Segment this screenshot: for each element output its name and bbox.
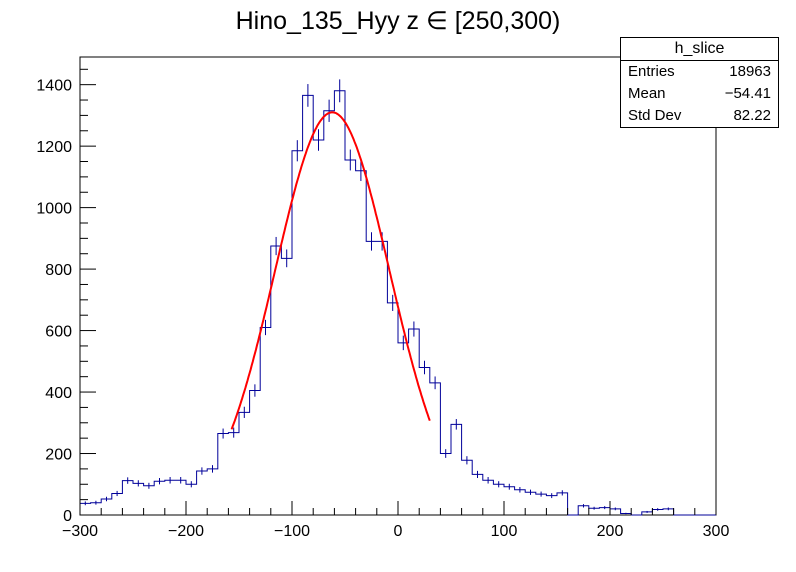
x-tick-label: 100 [491, 523, 518, 540]
x-tick-label: 0 [394, 523, 403, 540]
y-tick-label: 600 [45, 324, 72, 341]
y-tick-label: 1400 [36, 78, 72, 95]
stats-box-title: h_slice [621, 38, 778, 61]
y-tick-label: 400 [45, 385, 72, 402]
stats-box: h_slice Entries 18963 Mean −54.41 Std De… [620, 37, 779, 128]
x-tick-label: −200 [168, 523, 204, 540]
x-tick-label: 300 [703, 523, 730, 540]
y-tick-label: 1000 [36, 201, 72, 218]
stats-label: Mean [628, 85, 666, 102]
stats-value: −54.41 [724, 85, 771, 102]
error-bars [84, 79, 669, 515]
x-axis: −300 −200 −100 0 100 200 300 [62, 501, 729, 540]
x-tick-label: 200 [597, 523, 624, 540]
stats-value: 18963 [729, 63, 771, 80]
y-tick-label: 200 [45, 447, 72, 464]
fit-curve [230, 111, 431, 430]
gaussian-fit [230, 111, 431, 430]
x-tick-label: −300 [62, 523, 98, 540]
stats-row-mean: Mean −54.41 [621, 83, 778, 105]
y-tick-label: 1200 [36, 139, 72, 156]
x-tick-label: −100 [274, 523, 310, 540]
chart-title: Hino_135_Hyy z ∈ [250,300) [235, 7, 561, 35]
stats-label: Std Dev [628, 107, 682, 124]
stats-label: Entries [628, 63, 675, 80]
y-axis: 0 200 400 600 800 1000 1200 1400 [36, 68, 96, 525]
stats-row-entries: Entries 18963 [621, 61, 778, 83]
stats-row-stddev: Std Dev 82.22 [621, 105, 778, 127]
stats-value: 82.22 [733, 107, 771, 124]
y-tick-label: 800 [45, 262, 72, 279]
y-tick-label: 0 [63, 508, 72, 525]
